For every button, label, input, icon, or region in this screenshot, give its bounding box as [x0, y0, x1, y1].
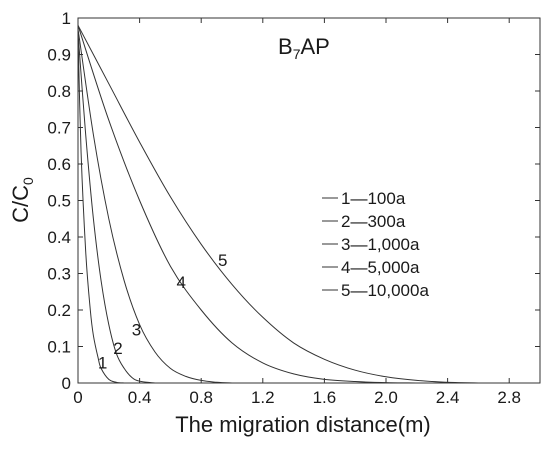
y-tick-label: 0 — [62, 374, 71, 393]
series-line-5 — [77, 25, 479, 384]
y-tick-label: 1 — [62, 9, 71, 28]
curve-labels: 123 4 5 — [98, 251, 228, 372]
x-tick-label: 2.8 — [497, 388, 521, 407]
legend: 1—100a 2—300a 3—1,000a 4—5,000a 5—10,000a — [322, 189, 429, 300]
x-tick-label: 1.6 — [313, 388, 337, 407]
y-tick-label: 0.1 — [47, 338, 71, 357]
y-tick-label: 0.2 — [47, 301, 71, 320]
x-tick-label: 0.4 — [128, 388, 152, 407]
x-axis-title: The migration distance(m) — [175, 412, 431, 437]
plot-frame — [77, 17, 541, 384]
legend-entry: 1—100a — [341, 189, 406, 208]
curve-label-3: 3 — [132, 321, 141, 340]
curve-label-4: 4 — [176, 273, 185, 292]
x-tick-label: 2.4 — [436, 388, 460, 407]
axes: 0 0.4 0.8 1.2 1.6 2.0 2.4 2.8 0 0.1 0.2 0.3 0.4 0.5 0.… — [47, 9, 541, 407]
series-line-4 — [77, 25, 417, 384]
x-tick-label: 0.8 — [189, 388, 213, 407]
curve-label-5: 5 — [218, 251, 227, 270]
x-tick-label: 0 — [73, 388, 82, 407]
legend-entry: 4—5,000a — [341, 258, 420, 277]
chart-title: B7AP — [278, 34, 330, 62]
curve-label-2: 2 — [113, 339, 122, 358]
legend-entry: 3—1,000a — [341, 235, 420, 254]
series-group — [77, 25, 479, 384]
series-line-1 — [77, 32, 125, 384]
y-tick-label: 0.6 — [47, 155, 71, 174]
y-tick-label: 0.3 — [47, 265, 71, 284]
y-tick-label: 0.9 — [47, 46, 71, 65]
y-tick-label: 0.5 — [47, 192, 71, 211]
series-line-2 — [77, 32, 156, 384]
x-tick-label: 1.2 — [251, 388, 275, 407]
y-tick-label: 0.7 — [47, 119, 71, 138]
legend-entry: 5—10,000a — [341, 281, 429, 300]
legend-entry: 2—300a — [341, 212, 406, 231]
x-tick-label: 2.0 — [374, 388, 398, 407]
curve-label-1: 1 — [98, 353, 107, 372]
y-axis-title: C/C0 — [8, 177, 36, 223]
y-tick-label: 0.4 — [47, 228, 71, 247]
series-line-3 — [77, 28, 233, 384]
y-tick-label: 0.8 — [47, 82, 71, 101]
